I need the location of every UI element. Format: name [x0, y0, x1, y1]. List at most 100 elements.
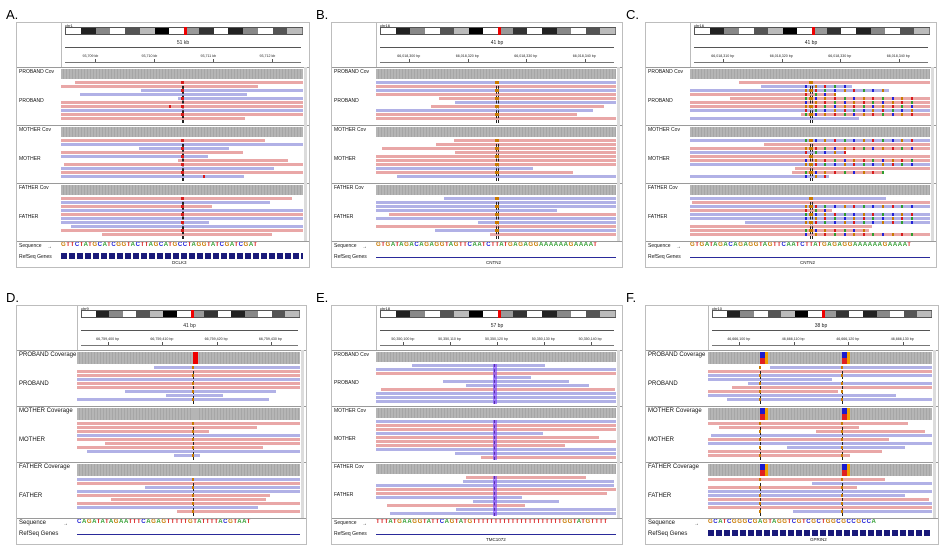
- sequence-base: T: [553, 519, 559, 525]
- reference-sequence: TTTATGAAGGTATTCAGTATGTTTTTTTTTTTTTTTTTTT…: [376, 519, 616, 525]
- track-separator: [332, 67, 622, 68]
- mismatch-base: [843, 89, 846, 92]
- read: [690, 151, 846, 154]
- mismatch-base: [814, 171, 817, 174]
- sequence-base: T: [540, 519, 546, 525]
- variant-base: [191, 494, 194, 497]
- track-separator: [332, 241, 622, 242]
- mismatch-base: [891, 105, 894, 108]
- variant-center-line: [498, 139, 500, 181]
- ruler-tick-label: 66,018,340 bp: [886, 54, 910, 58]
- track-separator: [332, 350, 622, 351]
- sequence-base: G: [113, 519, 120, 525]
- variant-base: [811, 229, 814, 232]
- panel-letter-c: C.: [626, 7, 639, 22]
- variant-base: [497, 113, 500, 116]
- coverage-track: [708, 352, 932, 364]
- sequence-base: A: [563, 242, 569, 248]
- sequence-base: G: [224, 242, 230, 248]
- header-blank: [17, 23, 62, 68]
- track-separator: [646, 350, 938, 351]
- mismatch-base: [824, 163, 827, 166]
- read: [376, 109, 594, 112]
- sequence-base: T: [545, 519, 550, 525]
- ruler-tick-label: 50,350,100 bp: [391, 337, 415, 341]
- sequence-track-label: Sequence: [19, 520, 47, 526]
- track-separator: [17, 183, 309, 184]
- ruler-tick-label: 66,759,430 bp: [258, 337, 282, 341]
- read: [178, 97, 303, 100]
- chromosome-ideogram: [380, 27, 616, 35]
- ideogram-band: [914, 28, 930, 34]
- read: [690, 225, 873, 228]
- mismatch-base: [824, 151, 827, 154]
- mismatch-base: [872, 97, 875, 100]
- header-blank: [332, 23, 377, 68]
- variant-center-line: [842, 478, 844, 516]
- mismatch-base: [805, 209, 808, 212]
- sequence-base: T: [590, 519, 596, 525]
- mismatch-base: [843, 139, 846, 142]
- read: [708, 502, 932, 505]
- ruler-tick-label: 66,018,330 bp: [828, 54, 852, 58]
- mismatch-base: [862, 229, 865, 232]
- mismatch-base: [834, 171, 836, 174]
- sequence-base: G: [562, 519, 568, 525]
- mismatch-base: [862, 105, 865, 108]
- ideogram-band: [585, 311, 602, 317]
- mismatch-base: [814, 97, 817, 100]
- ideogram-band: [468, 311, 485, 317]
- mismatch-base: [882, 113, 884, 116]
- read-alignment-track: [708, 422, 932, 460]
- variant-base: [758, 486, 761, 489]
- variant-base: [809, 213, 811, 216]
- read: [770, 366, 932, 369]
- ideogram-band: [724, 28, 740, 34]
- variant-base: [841, 390, 844, 393]
- mismatch-base: [901, 221, 904, 224]
- ideogram-band: [82, 311, 97, 317]
- ideogram-band: [512, 311, 529, 317]
- sequence-base: T: [70, 242, 75, 248]
- mismatch-base: [901, 159, 904, 162]
- variant-base: [758, 374, 761, 377]
- read: [381, 388, 616, 391]
- sequence-base: A: [513, 242, 519, 248]
- ideogram-band: [571, 28, 587, 34]
- read: [376, 113, 577, 116]
- scrollbar: [933, 350, 936, 518]
- sequence-base: T: [96, 519, 101, 525]
- sequence-base: A: [543, 242, 549, 248]
- variant-base: [182, 147, 185, 150]
- sequence-base: G: [585, 519, 591, 525]
- sequence-base: A: [458, 519, 464, 525]
- ruler-tick: [526, 59, 528, 62]
- mismatch-base: [862, 233, 865, 236]
- variant-base: [841, 366, 844, 369]
- variant-base: [182, 229, 185, 232]
- variant-base: [191, 454, 194, 457]
- sequence-base: T: [485, 519, 490, 525]
- ideogram-band: [80, 28, 97, 34]
- track-separator: [646, 462, 938, 463]
- read-alignment-track: [61, 197, 303, 239]
- mismatch-base: [872, 109, 875, 112]
- read: [71, 225, 303, 228]
- track-separator: [17, 518, 306, 519]
- variant-base: [841, 398, 844, 401]
- mismatch-base: [814, 147, 817, 150]
- ruler-scale-label: 38 bp: [814, 323, 828, 329]
- mismatch-base: [853, 213, 856, 216]
- sequence-base: T: [795, 242, 801, 248]
- mismatch-base: [853, 163, 856, 166]
- mismatch-base: [805, 93, 808, 96]
- variant-base: [497, 163, 500, 166]
- coverage-variant-bar: [759, 464, 765, 476]
- variant-base: [182, 97, 185, 100]
- sequence-base: T: [595, 519, 600, 525]
- mismatch-base: [824, 217, 827, 220]
- sequence-base: T: [175, 519, 180, 525]
- ruler-tick-label: 50,350,110 bp: [438, 337, 461, 341]
- ruler-tick: [450, 342, 452, 345]
- mismatch-base: [853, 113, 856, 116]
